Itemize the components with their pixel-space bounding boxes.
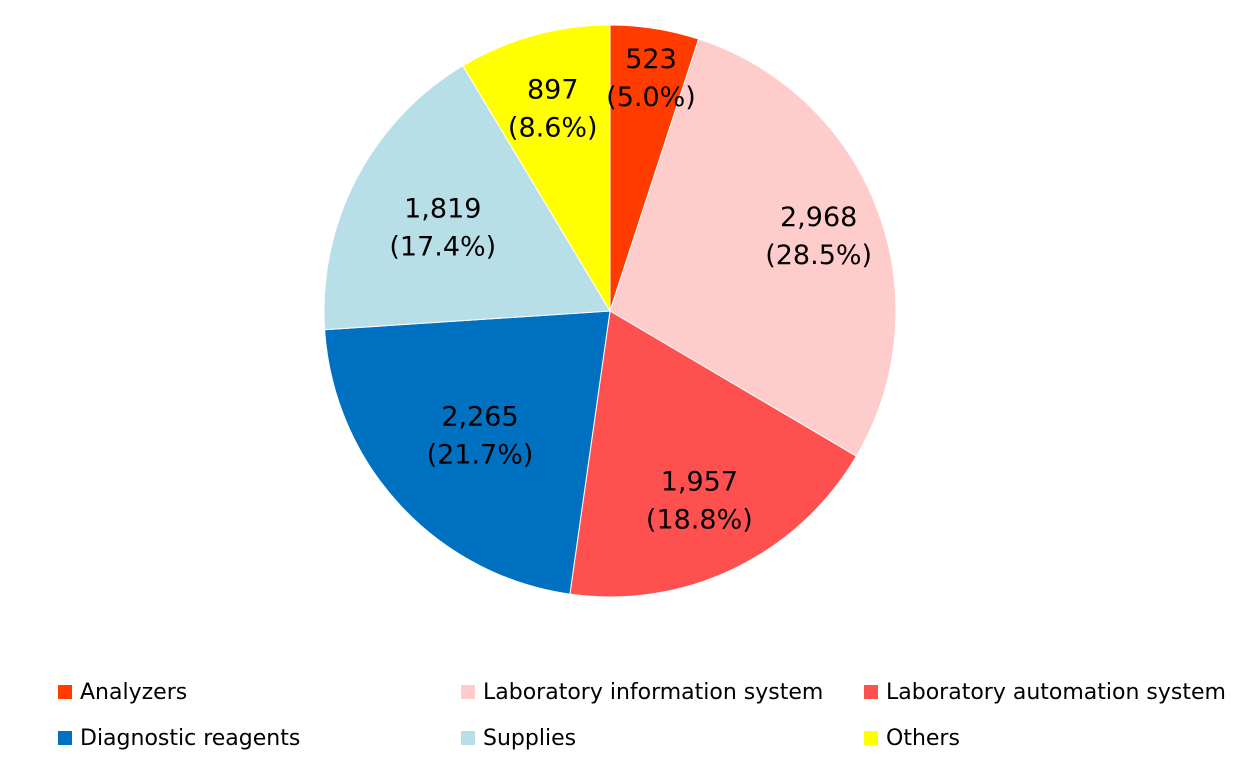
slice-value-label: 897 <box>527 74 579 105</box>
legend-label: Supplies <box>483 725 577 751</box>
pie-slice-others <box>462 24 611 313</box>
legend-swatch-laboratory-information-system <box>461 685 475 699</box>
legend-item-analyzers: Analyzers <box>58 672 187 712</box>
legend-swatch-others <box>864 731 878 745</box>
slice-percent-label: (28.5%) <box>765 240 872 271</box>
legend-item-diagnostic-reagents: Diagnostic reagents <box>58 718 300 758</box>
legend-swatch-laboratory-automation-system <box>864 685 878 699</box>
pie-slice-diagnostic-reagents <box>324 310 611 595</box>
legend-item-laboratory-information-system: Laboratory information system <box>461 672 823 712</box>
slice-percent-label: (8.6%) <box>508 112 598 143</box>
legend-label: Analyzers <box>80 679 188 705</box>
legend-label: Diagnostic reagents <box>80 725 301 751</box>
slice-percent-label: (17.4%) <box>389 231 496 262</box>
slice-value-label: 2,968 <box>780 202 857 233</box>
slice-value-label: 1,957 <box>661 467 738 498</box>
legend: Analyzers Laboratory information system … <box>0 670 1247 760</box>
slice-percent-label: (21.7%) <box>427 440 534 471</box>
pie-slice-laboratory-information-system <box>609 38 897 457</box>
legend-swatch-supplies <box>461 731 475 745</box>
pie-slice-laboratory-automation-system <box>569 310 858 598</box>
legend-item-supplies: Supplies <box>461 718 576 758</box>
legend-item-others: Others <box>864 718 960 758</box>
pie-labels: 523 (5.0%) 2,968 (28.5%) 1,957 (18.8%) 2,265 (2… <box>389 44 872 536</box>
pie-slice-supplies <box>323 65 611 331</box>
pie-chart: 523 (5.0%) 2,968 (28.5%) 1,957 (18.8%) 2,265 (2… <box>323 24 897 598</box>
legend-label: Laboratory automation system <box>886 679 1226 705</box>
slice-percent-label: (18.8%) <box>646 505 753 536</box>
legend-label: Others <box>886 725 960 751</box>
legend-swatch-analyzers <box>58 685 72 699</box>
slice-value-label: 1,819 <box>404 193 481 224</box>
legend-item-laboratory-automation-system: Laboratory automation system <box>864 672 1226 712</box>
legend-swatch-diagnostic-reagents <box>58 731 72 745</box>
slice-value-label: 523 <box>625 44 677 75</box>
slice-value-label: 2,265 <box>441 402 518 433</box>
pie-slices <box>323 24 897 598</box>
legend-label: Laboratory information system <box>483 679 824 705</box>
slice-percent-label: (5.0%) <box>606 82 696 113</box>
